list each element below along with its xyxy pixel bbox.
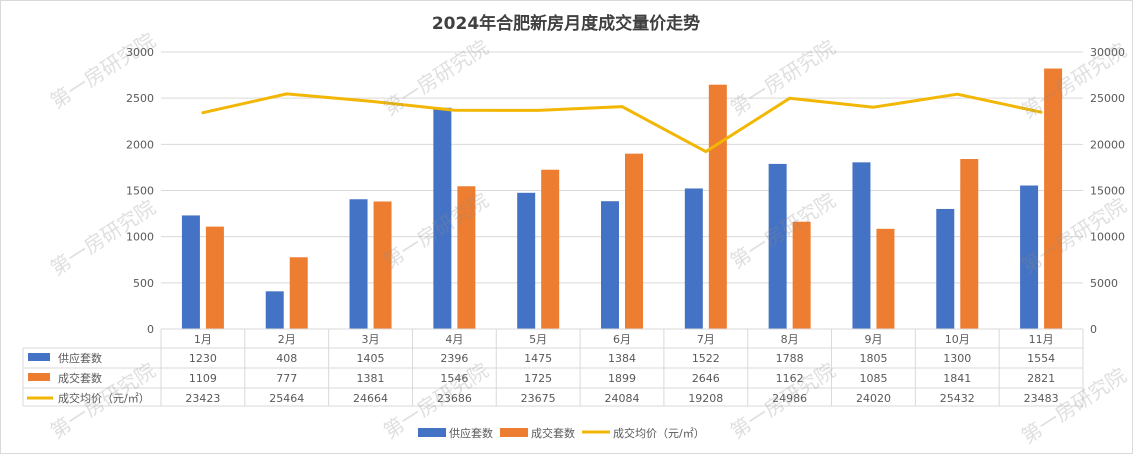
category-label: 5月 <box>529 333 547 346</box>
deal-value: 2646 <box>692 372 720 385</box>
y-right-tick-label: 15000 <box>1090 185 1125 198</box>
deal-bar <box>708 84 727 329</box>
supply-value: 1405 <box>357 352 385 365</box>
y-left-tick-label: 3000 <box>126 46 154 59</box>
y-right-tick-label: 10000 <box>1090 231 1125 244</box>
supply-bar <box>265 291 284 329</box>
supply-value: 1384 <box>608 352 636 365</box>
supply-value: 1300 <box>943 352 971 365</box>
deal-bar <box>541 169 560 329</box>
y-left-tick-label: 2500 <box>126 92 154 105</box>
deal-bar <box>205 226 224 329</box>
axis-ticks: 0500100015002000250030000500010000150002… <box>126 46 1125 336</box>
deal-bar <box>289 257 308 329</box>
category-label: 9月 <box>864 333 882 346</box>
supply-bar <box>433 107 452 329</box>
category-label: 4月 <box>445 333 463 346</box>
y-right-tick-label: 25000 <box>1090 92 1125 105</box>
price-value: 23675 <box>521 392 556 405</box>
deal-bar <box>457 186 476 329</box>
deal-value: 1725 <box>524 372 552 385</box>
price-value: 25432 <box>940 392 975 405</box>
y-right-tick-label: 20000 <box>1090 138 1125 151</box>
deal-value: 1546 <box>440 372 468 385</box>
price-line <box>201 92 1043 154</box>
supply-bar <box>684 188 703 329</box>
price-value: 23423 <box>185 392 220 405</box>
supply-value: 408 <box>276 352 297 365</box>
supply-bar <box>181 215 200 329</box>
price-value: 24664 <box>353 392 388 405</box>
deal-row-key <box>28 373 50 381</box>
price-value: 25464 <box>269 392 304 405</box>
supply-bar <box>768 163 787 329</box>
price-value: 23483 <box>1024 392 1059 405</box>
supply-row-label: 供应套数 <box>58 351 102 365</box>
chart-title: 2024年合肥新房月度成交量价走势 <box>432 13 700 34</box>
supply-bar <box>852 162 871 329</box>
supply-value: 1805 <box>859 352 887 365</box>
deal-bar <box>792 221 811 329</box>
deal-bar <box>625 153 643 329</box>
deal-value: 1841 <box>943 372 971 385</box>
deal-value: 1162 <box>776 372 804 385</box>
supply-value: 1554 <box>1027 352 1055 365</box>
supply-legend-key <box>418 428 446 437</box>
deal-value: 2821 <box>1027 372 1055 385</box>
deal-value: 1085 <box>859 372 887 385</box>
supply-bar <box>349 199 368 329</box>
category-label: 10月 <box>945 333 970 346</box>
supply-legend-label: 供应套数 <box>449 426 493 440</box>
y-left-tick-label: 2000 <box>126 138 154 151</box>
supply-bar <box>936 208 955 329</box>
supply-bar <box>517 192 536 329</box>
price-value: 24084 <box>605 392 640 405</box>
supply-value: 2396 <box>440 352 468 365</box>
category-label: 8月 <box>781 333 799 346</box>
legend: 供应套数 成交套数 成交均价（元/㎡） <box>418 426 705 440</box>
deal-value: 777 <box>276 372 297 385</box>
supply-bar <box>1020 185 1039 329</box>
y-left-tick-label: 0 <box>147 323 154 336</box>
category-label: 2月 <box>278 333 296 346</box>
price-line-layer <box>201 92 1043 154</box>
deal-bar <box>373 201 392 329</box>
supply-value: 1475 <box>524 352 552 365</box>
y-right-tick-label: 5000 <box>1090 277 1118 290</box>
supply-row-key <box>28 353 50 361</box>
y-left-tick-label: 1000 <box>126 231 154 244</box>
deal-value: 1109 <box>189 372 217 385</box>
category-label: 11月 <box>1029 333 1054 346</box>
category-label: 7月 <box>697 333 715 346</box>
y-left-tick-label: 500 <box>133 277 154 290</box>
price-value: 23686 <box>437 392 472 405</box>
supply-value: 1788 <box>776 352 804 365</box>
deal-legend-key <box>500 428 528 437</box>
deal-row-label: 成交套数 <box>58 371 102 385</box>
price-value: 24020 <box>856 392 891 405</box>
supply-bar <box>601 201 619 329</box>
bar-marks <box>181 68 1063 330</box>
y-left-tick-label: 1500 <box>126 185 154 198</box>
category-label: 1月 <box>194 333 212 346</box>
deal-bar <box>960 159 979 329</box>
deal-value: 1381 <box>357 372 385 385</box>
deal-bar <box>876 228 895 329</box>
supply-value: 1230 <box>189 352 217 365</box>
deal-bar <box>1044 68 1063 330</box>
category-label: 6月 <box>613 333 631 346</box>
price-legend-label: 成交均价（元/㎡） <box>613 426 705 440</box>
price-value: 19208 <box>688 392 723 405</box>
price-row-label: 成交均价（元/㎡） <box>58 391 150 405</box>
y-right-tick-label: 0 <box>1090 323 1097 336</box>
deal-value: 1899 <box>608 372 636 385</box>
deal-legend-label: 成交套数 <box>531 426 575 440</box>
price-value: 24986 <box>772 392 807 405</box>
y-right-tick-label: 30000 <box>1090 46 1125 59</box>
category-label: 3月 <box>362 333 380 346</box>
supply-value: 1522 <box>692 352 720 365</box>
